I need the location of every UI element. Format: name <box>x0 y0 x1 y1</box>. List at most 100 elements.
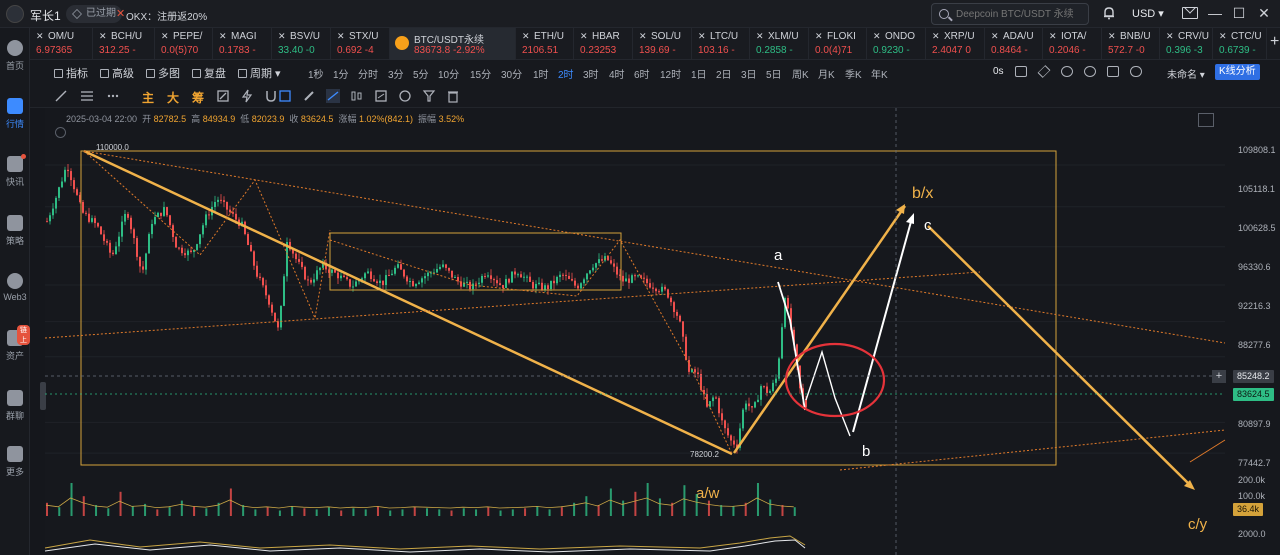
realtime-refresh[interactable]: 0s <box>993 66 1004 77</box>
projection-b-x[interactable] <box>732 205 907 454</box>
symbol-tab[interactable]: ✕ LTC/U 103.16 - <box>692 28 750 60</box>
close-tab-icon[interactable]: ✕ <box>99 31 107 41</box>
interval-1s[interactable]: 1秒 <box>308 70 324 81</box>
indicators-button[interactable]: 指标 <box>54 65 88 81</box>
trend-tool-icon[interactable] <box>326 89 340 103</box>
multi-chart-button[interactable]: 多图 <box>146 65 180 81</box>
wave-zigzag-early[interactable] <box>83 150 331 320</box>
text-tool-icon[interactable] <box>398 89 412 103</box>
sidebar-item-assets[interactable]: 链上 资产 <box>0 325 30 362</box>
close-tab-icon[interactable]: ✕ <box>278 31 286 41</box>
close-tab-icon[interactable]: ✕ <box>873 31 881 41</box>
add-alert-icon[interactable]: + <box>1212 370 1226 383</box>
magnet-icon[interactable] <box>264 89 278 103</box>
symbol-tab[interactable]: ✕ XLM/U 0.2858 - <box>750 28 809 60</box>
trash-icon[interactable] <box>446 89 460 103</box>
channel-mid-line[interactable] <box>44 271 981 339</box>
close-tab-icon[interactable]: ✕ <box>36 31 44 41</box>
symbol-tab[interactable]: ✕ IOTA/0.2046 - <box>1043 28 1102 60</box>
channel-lower-line[interactable] <box>839 429 1226 471</box>
interval-3m[interactable]: 3分 <box>388 70 404 81</box>
interval-6h[interactable]: 6时 <box>634 70 650 81</box>
close-tab-icon[interactable]: ✕ <box>698 31 706 41</box>
interval-12h[interactable]: 12时 <box>660 70 682 81</box>
symbol-tab[interactable]: ✕ FLOKI 0.0(4)71 <box>809 28 867 60</box>
symbol-tab[interactable]: ✕ PEPE/0.0(5)70 <box>155 28 213 60</box>
symbol-tab[interactable]: ✕ MAGI 0.1783 - <box>213 28 272 60</box>
interval-15m[interactable]: 15分 <box>470 70 492 81</box>
symbol-tab[interactable]: ✕ BSV/U 33.40 -0 <box>272 28 331 60</box>
horizontal-lines-icon[interactable] <box>80 89 94 103</box>
membership-badge[interactable]: 已过期 <box>66 5 122 23</box>
interval-week[interactable]: 周K <box>792 70 809 81</box>
chip-distribution-tool[interactable]: 筹 <box>192 91 205 105</box>
maximize-button[interactable]: ☐ <box>1232 5 1246 21</box>
sidebar-item-home[interactable]: 首页 <box>0 40 30 72</box>
lightning-icon[interactable] <box>240 89 254 103</box>
symbol-tab[interactable]: ✕ ADA/U 0.8464 - <box>985 28 1043 60</box>
interval-year[interactable]: 年K <box>871 70 888 81</box>
sidebar-item-more[interactable]: 更多 <box>0 446 30 478</box>
promo-close-icon[interactable]: ✕ <box>116 8 126 20</box>
brush-icon[interactable] <box>302 89 316 103</box>
interval-5d[interactable]: 5日 <box>766 70 782 81</box>
symbol-tab[interactable]: ✕ ONDO 0.9230 - <box>867 28 926 60</box>
close-tab-icon[interactable]: ✕ <box>991 31 999 41</box>
candle-tool-icon[interactable] <box>350 89 364 103</box>
symbol-tab[interactable]: ✕ SOL/U 139.69 - <box>633 28 692 60</box>
close-tab-icon[interactable]: ✕ <box>580 31 588 41</box>
wave-c-up[interactable] <box>852 217 913 433</box>
period-dropdown[interactable]: 周期 ▾ <box>238 65 281 81</box>
close-tab-icon[interactable]: ✕ <box>219 31 227 41</box>
close-tab-icon[interactable]: ✕ <box>756 31 764 41</box>
interval-1h[interactable]: 1时 <box>533 70 549 81</box>
close-tab-icon[interactable]: ✕ <box>1219 31 1227 41</box>
symbol-tab[interactable]: ✕ ETH/U 2106.51 <box>516 28 574 60</box>
close-tab-icon[interactable]: ✕ <box>1108 31 1116 41</box>
close-tab-icon[interactable]: ✕ <box>815 31 823 41</box>
chart-settings-icon[interactable] <box>55 127 66 138</box>
line-tool-icon[interactable] <box>54 89 68 103</box>
search-input[interactable] <box>956 7 1086 22</box>
promo-banner-text[interactable]: OKX：注册返20% <box>126 12 208 23</box>
cloud-icon[interactable] <box>1130 66 1142 77</box>
layout-name-dropdown[interactable]: 未命名 ▾ <box>1167 70 1205 81</box>
close-tab-icon[interactable]: ✕ <box>522 31 530 41</box>
search-chart-icon[interactable] <box>1061 66 1073 77</box>
chart-area[interactable] <box>45 108 1280 555</box>
interval-2d[interactable]: 2日 <box>716 70 732 81</box>
settings-icon[interactable] <box>1084 66 1096 77</box>
edit-icon[interactable] <box>216 89 230 103</box>
interval-quarter[interactable]: 季K <box>845 70 862 81</box>
close-tab-icon[interactable]: ✕ <box>932 31 940 41</box>
projection-c-y[interactable] <box>927 225 1193 488</box>
close-tab-icon[interactable]: ✕ <box>1166 31 1174 41</box>
select-tool-icon[interactable] <box>278 89 292 103</box>
search-box[interactable] <box>931 3 1089 25</box>
interval-1m[interactable]: 1分 <box>333 70 349 81</box>
sidebar-item-chat[interactable]: 群聊 <box>0 390 30 422</box>
trend-line-a-w[interactable] <box>83 149 733 456</box>
wave-a-down[interactable] <box>777 281 806 411</box>
filter-icon[interactable] <box>422 89 436 103</box>
main-indicator-tool[interactable]: 主 <box>142 91 155 105</box>
symbol-tab[interactable]: ✕ CTC/U 0.6739 - <box>1213 28 1267 60</box>
symbol-tab[interactable]: ✕ CRV/U 0.396 -3 <box>1160 28 1213 60</box>
channel-upper-line[interactable] <box>83 150 1226 344</box>
interval-30m[interactable]: 30分 <box>501 70 523 81</box>
symbol-tab[interactable]: ✕ XRP/U 2.4047 0 <box>926 28 985 60</box>
highlight-circle[interactable] <box>784 342 886 418</box>
mail-icon[interactable] <box>1182 7 1198 19</box>
wave-b-zigzag[interactable] <box>805 349 851 437</box>
chart-type-icon[interactable] <box>374 89 388 103</box>
replay-button[interactable]: 复盘 <box>192 65 226 81</box>
chart-snapshot-icon[interactable] <box>1198 113 1214 127</box>
more-dots-icon[interactable] <box>106 89 120 103</box>
channel-lower-tick[interactable] <box>1189 439 1226 463</box>
interval-1d[interactable]: 1日 <box>691 70 707 81</box>
interval-3h[interactable]: 3时 <box>583 70 599 81</box>
interval-month[interactable]: 月K <box>818 70 835 81</box>
sidebar-item-web3[interactable]: Web3 <box>0 273 30 302</box>
advanced-button[interactable]: 高级 <box>100 65 134 81</box>
close-tab-icon[interactable]: ✕ <box>161 31 169 41</box>
